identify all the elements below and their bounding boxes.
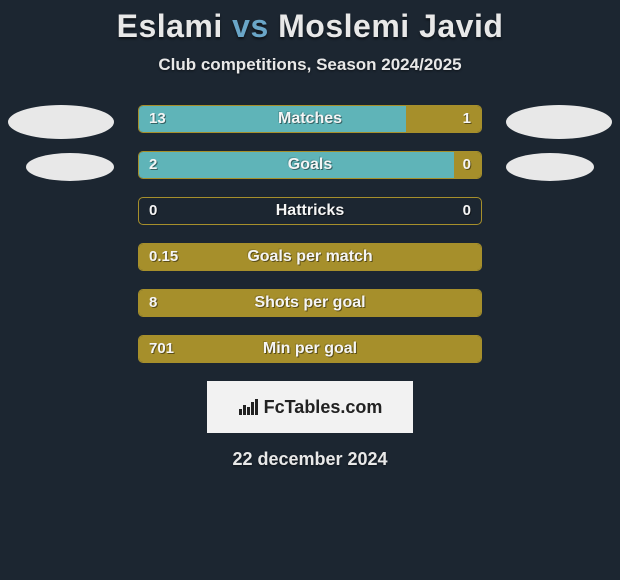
- stat-row: 0.15Goals per match: [138, 243, 482, 271]
- brand-inner: FcTables.com: [238, 397, 383, 418]
- date-text: 22 december 2024: [0, 449, 620, 470]
- stat-row: 701Min per goal: [138, 335, 482, 363]
- vs-text: vs: [232, 8, 269, 44]
- player1-name: Eslami: [117, 8, 223, 44]
- stat-row: 20Goals: [138, 151, 482, 179]
- stat-label: Hattricks: [139, 198, 481, 224]
- player2-name: Moslemi Javid: [278, 8, 503, 44]
- stat-label: Goals per match: [139, 244, 481, 270]
- stat-row: 131Matches: [138, 105, 482, 133]
- stat-row: 8Shots per goal: [138, 289, 482, 317]
- page-title: Eslami vs Moslemi Javid: [0, 8, 620, 45]
- brand-box: FcTables.com: [207, 381, 413, 433]
- subtitle: Club competitions, Season 2024/2025: [0, 55, 620, 75]
- stat-label: Shots per goal: [139, 290, 481, 316]
- stat-rows: 131Matches 20Goals 00Hattricks 0.15Goals pe…: [138, 105, 482, 363]
- stat-label: Min per goal: [139, 336, 481, 362]
- bars-icon: [238, 397, 260, 417]
- player2-club-placeholder: [506, 153, 594, 181]
- player1-club-placeholder: [26, 153, 114, 181]
- stat-label: Matches: [139, 106, 481, 132]
- stat-row: 00Hattricks: [138, 197, 482, 225]
- player1-avatar-placeholder: [8, 105, 114, 139]
- infographic-container: Eslami vs Moslemi Javid Club competition…: [0, 0, 620, 470]
- brand-text: FcTables.com: [264, 397, 383, 418]
- player2-avatar-placeholder: [506, 105, 612, 139]
- stat-label: Goals: [139, 152, 481, 178]
